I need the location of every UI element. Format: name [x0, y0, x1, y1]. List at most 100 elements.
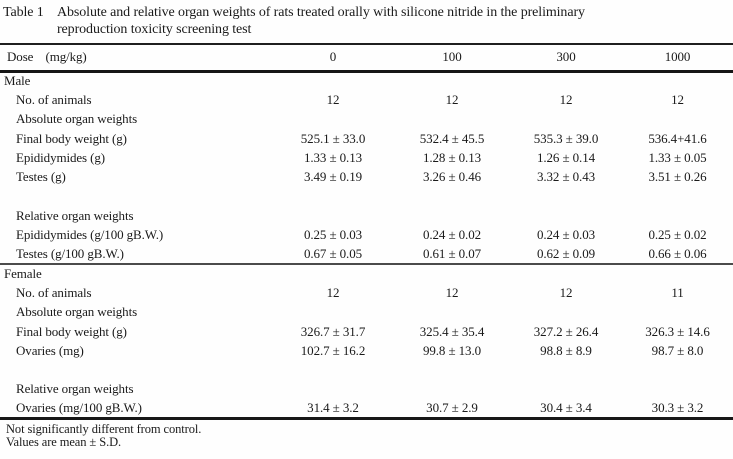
empty-cell [394, 262, 510, 284]
table-title-line2: reproduction toxicity screening test [57, 22, 252, 37]
value-cell: 0.24 ± 0.02 [422, 227, 482, 243]
dose-label: Dose [7, 49, 34, 65]
row-label: Epididymides (g) [16, 149, 106, 165]
value-cell: 3.51 ± 0.26 [648, 169, 707, 185]
table-row: Ovaries (mg/100 gB.W.) 31.4 ± 3.2 30.7 ± 2… [0, 399, 733, 418]
dose-column-0: 0 [272, 44, 394, 73]
footnote-significance: Not significantly different from control… [6, 421, 202, 436]
spacer-cell [0, 360, 272, 379]
row-label: Male [4, 73, 31, 89]
value-cell: 30.3 ± 3.2 [651, 399, 704, 415]
value-cell: 12 [326, 91, 340, 107]
table-row: No. of animals 12 12 12 11 [0, 283, 733, 302]
footnotes: Not significantly different from control… [0, 420, 733, 450]
table-row: Epididymides (g) 1.33 ± 0.13 1.28 ± 0.13 1.… [0, 148, 733, 167]
table-caption: Table 1 Absolute and relative organ weig… [0, 0, 733, 41]
empty-cell [272, 303, 394, 322]
spacer-row [0, 187, 733, 206]
empty-cell [394, 71, 510, 90]
empty-cell [622, 71, 733, 90]
empty-cell [394, 187, 510, 206]
spacer-row [0, 360, 733, 379]
table-row: Testes (g) 3.49 ± 0.19 3.26 ± 0.46 3.32 ± 0… [0, 167, 733, 186]
dose-header-label: Dose (mg/kg) [0, 44, 272, 73]
table-body: Male No. of animals 12 12 12 12 Absolute organ… [0, 71, 733, 418]
row-label: Female [0, 262, 272, 284]
table-row: Testes (g/100 gB.W.) 0.67 ± 0.05 0.61 ± 0.… [0, 245, 733, 264]
value-cell: 325.4 ± 35.4 [419, 323, 485, 339]
row-label: No. of animals [16, 284, 92, 300]
empty-cell [272, 187, 394, 206]
table-row: Relative organ weights [0, 206, 733, 225]
organ-weights-table: Dose (mg/kg) 0 100 300 1000 Male No. of a… [0, 43, 733, 420]
empty-cell [510, 303, 622, 322]
dose-header-row: Dose (mg/kg) 0 100 300 1000 [0, 44, 733, 73]
value-cell: 1.26 ± 0.14 [536, 149, 596, 165]
value-cell: 11 [671, 284, 684, 300]
value-cell: 0.66 ± 0.06 [648, 245, 707, 261]
row-label: Final body weight (g) [16, 323, 127, 339]
table-row: Absolute organ weights [0, 303, 733, 322]
value-cell: 12 [445, 91, 459, 107]
row-label: Relative organ weights [16, 381, 134, 397]
empty-cell [510, 206, 622, 225]
empty-cell [622, 360, 733, 379]
empty-cell [622, 206, 733, 225]
value-cell: 0.25 ± 0.02 [648, 227, 707, 243]
empty-cell [510, 71, 622, 90]
value-cell: 102.7 ± 16.2 [300, 342, 366, 358]
empty-cell [272, 262, 394, 284]
value-cell: 0.24 ± 0.03 [536, 227, 596, 243]
value-cell: 3.26 ± 0.46 [422, 169, 482, 185]
value-cell: 3.32 ± 0.43 [536, 169, 596, 185]
value-cell: 12 [326, 284, 340, 300]
empty-cell [272, 380, 394, 399]
empty-cell [622, 303, 733, 322]
empty-cell [394, 380, 510, 399]
empty-cell [510, 262, 622, 284]
table-number: Table 1 [3, 5, 44, 20]
value-cell: 0.62 ± 0.09 [536, 245, 596, 261]
dose-column-1000: 1000 [622, 44, 733, 73]
value-cell: 326.7 ± 31.7 [300, 323, 366, 339]
table-row: Final body weight (g) 525.1 ± 33.0 532.4 ±… [0, 129, 733, 148]
table-row: Relative organ weights [0, 380, 733, 399]
empty-cell [622, 110, 733, 129]
empty-cell [272, 71, 394, 90]
row-label: Absolute organ weights [16, 111, 138, 127]
value-cell: 98.7 ± 8.0 [651, 342, 704, 358]
row-label: Testes (g/100 gB.W.) [16, 245, 124, 261]
row-label: Absolute organ weights [16, 304, 138, 320]
empty-cell [394, 303, 510, 322]
value-cell: 12 [671, 91, 684, 107]
empty-cell [510, 187, 622, 206]
table-row: Female [0, 262, 733, 284]
value-cell: 12 [559, 91, 573, 107]
table-row: Epididymides (g/100 gB.W.) 0.25 ± 0.03 0.2… [0, 225, 733, 244]
value-cell: 0.67 ± 0.05 [303, 245, 363, 261]
value-cell: 98.8 ± 8.9 [540, 342, 592, 358]
empty-cell [394, 360, 510, 379]
value-cell: 3.49 ± 0.19 [303, 169, 363, 185]
value-cell: 1.33 ± 0.13 [303, 149, 363, 165]
spacer-cell [0, 187, 272, 206]
empty-cell [272, 110, 394, 129]
value-cell: 1.28 ± 0.13 [422, 149, 482, 165]
row-label: Testes (g) [16, 169, 66, 185]
dose-column-300: 300 [510, 44, 622, 73]
table-row: No. of animals 12 12 12 12 [0, 90, 733, 109]
value-cell: 12 [445, 284, 459, 300]
value-cell: 31.4 ± 3.2 [307, 399, 359, 415]
value-cell: 0.61 ± 0.07 [422, 245, 482, 261]
empty-cell [272, 360, 394, 379]
value-cell: 12 [559, 284, 573, 300]
value-cell: 0.25 ± 0.03 [303, 227, 363, 243]
row-label: Final body weight (g) [16, 130, 127, 146]
value-cell: 327.2 ± 26.4 [533, 323, 599, 339]
empty-cell [510, 360, 622, 379]
empty-cell [394, 110, 510, 129]
row-label: No. of animals [16, 91, 92, 107]
dose-column-100: 100 [394, 44, 510, 73]
value-cell: 532.4 ± 45.5 [419, 130, 485, 146]
